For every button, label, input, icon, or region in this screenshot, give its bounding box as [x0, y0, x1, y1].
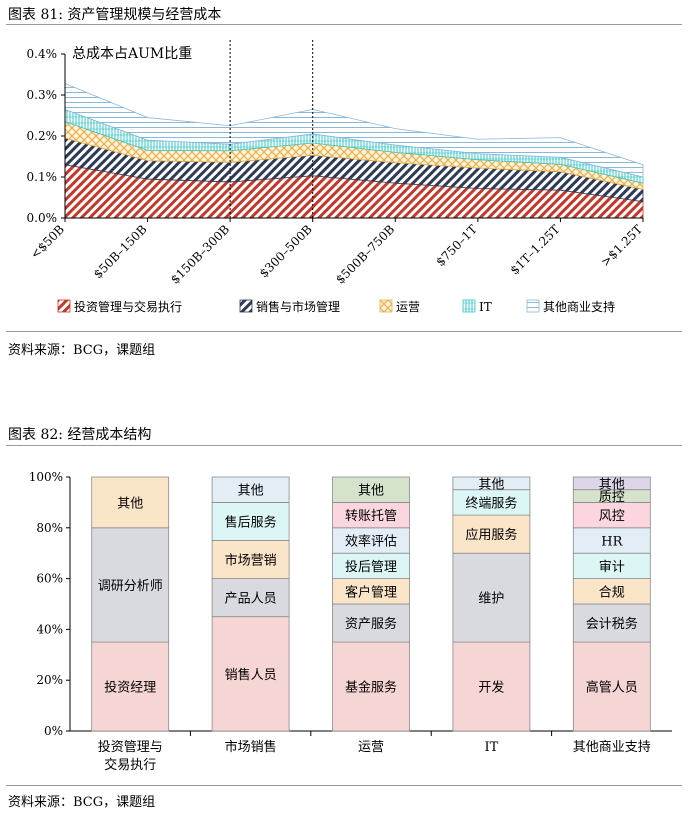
legend-label: 投资管理与交易执行 — [74, 299, 182, 314]
y-tick-label: 60% — [36, 572, 63, 586]
bar-segment-label: 其他 — [117, 496, 143, 511]
figure-82-title: 图表 82: 经营成本结构 — [8, 427, 152, 443]
legend-label: 销售与市场管理 — [256, 299, 340, 314]
bar-segment — [452, 476, 531, 491]
x-category-label: IT — [484, 740, 498, 755]
bar-segment — [572, 527, 651, 554]
y-tick-label: 40% — [36, 622, 63, 636]
legend-label: 其他商业支持 — [543, 299, 615, 314]
bar-segment-label: 风控 — [599, 509, 625, 524]
bar-segment — [332, 476, 410, 503]
bar-segment — [572, 476, 651, 491]
bar-segment — [91, 476, 170, 529]
y-tick-label: 0.2% — [27, 129, 58, 143]
legend-label: IT — [479, 300, 492, 314]
x-category-label: 其他商业支持 — [573, 740, 651, 755]
y-tick-label: 0.1% — [27, 170, 58, 184]
figure-82-bottom-rule — [6, 785, 682, 786]
bar-segment-label: 投后管理 — [345, 559, 397, 575]
bar-segment-label: 高管人员 — [586, 680, 638, 696]
bar-segment-label: 转账托管 — [345, 509, 397, 524]
bar-segment — [452, 514, 531, 554]
legend-swatch — [57, 299, 71, 313]
bar-segment — [572, 578, 651, 605]
legend-swatch — [239, 299, 253, 313]
y-tick-label: 100% — [29, 470, 63, 484]
bar-segment-label: 市场营销 — [225, 553, 277, 569]
figure-81-title: 图表 81: 资产管理规模与经营成本 — [8, 7, 222, 23]
legend-swatch — [526, 299, 540, 313]
bar-segment-label: 其他 — [478, 477, 504, 492]
cost-to-aum-area-chart: 总成本占AUM比重 0.0%0.1%0.2%0.3%0.4%<$50B $50B–… — [27, 40, 645, 314]
bar-segment-label: 客户管理 — [345, 584, 397, 600]
bar-segment-label: 质控 — [599, 490, 625, 505]
bar-segment-label: HR — [601, 535, 623, 550]
bar-segment-label: 审计 — [599, 560, 625, 575]
bar-segment — [91, 641, 170, 732]
bar-segment-label: 终端服务 — [465, 495, 517, 511]
bar-segment — [332, 552, 410, 580]
bar-segment-label: 其他 — [238, 484, 264, 499]
figure-81-bottom-rule — [6, 331, 682, 332]
y-tick-label: 0.4% — [27, 47, 58, 61]
bar-segment-label: 产品人员 — [225, 592, 277, 607]
x-category-label: 市场销售 — [225, 739, 277, 755]
x-category-label: 交易执行 — [104, 757, 156, 773]
legend-label: 运营 — [396, 300, 420, 314]
figure-82-source: 资料来源：BCG，课题组 — [8, 795, 156, 810]
bar-segment — [211, 540, 290, 579]
bar-segment-label: 维护 — [478, 592, 504, 607]
y-tick-label: 0.3% — [27, 88, 58, 102]
bar-segment — [211, 476, 290, 503]
y-tick-label: 0.0% — [27, 211, 58, 225]
legend-swatch — [379, 299, 393, 313]
figure-81-top-rule — [6, 24, 682, 25]
bar-segment-label: 销售人员 — [225, 667, 277, 683]
area-series-5 — [64, 82, 644, 178]
bar-segment-label: 会计税务 — [586, 616, 638, 632]
y-tick-label: 0% — [44, 724, 63, 738]
bar-segment-label: 售后服务 — [225, 514, 277, 530]
cost-to-aum-inner-title: 总成本占AUM比重 — [72, 46, 192, 62]
bar-segment-label: 开发 — [478, 680, 504, 696]
figure-81-source: 资料来源：BCG，课题组 — [8, 343, 156, 358]
legend-swatch — [462, 299, 476, 313]
bar-segment — [211, 501, 290, 541]
bar-segment-label: 其他 — [599, 477, 625, 492]
bar-segment-label: 合规 — [599, 585, 625, 600]
bar-segment-label: 投资经理 — [104, 680, 156, 696]
bar-segment-label: 资产服务 — [345, 616, 397, 632]
figure-82-top-rule — [6, 445, 682, 446]
y-tick-label: 20% — [36, 673, 63, 687]
x-category-label: 投资管理与 — [98, 739, 163, 755]
x-category-label: 运营 — [358, 740, 384, 755]
bar-segment-label: 基金服务 — [345, 680, 397, 696]
bar-segment — [91, 527, 170, 643]
bar-segment — [572, 641, 651, 732]
bar-segment-label: 应用服务 — [465, 527, 517, 543]
y-tick-label: 80% — [36, 521, 63, 535]
bar-segment-label: 调研分析师 — [98, 579, 163, 594]
bar-segment-label: 效率评估 — [345, 534, 397, 550]
bar-segment-label: 其他 — [358, 484, 384, 499]
bar-segment — [332, 501, 410, 529]
bar-segment — [452, 641, 531, 732]
